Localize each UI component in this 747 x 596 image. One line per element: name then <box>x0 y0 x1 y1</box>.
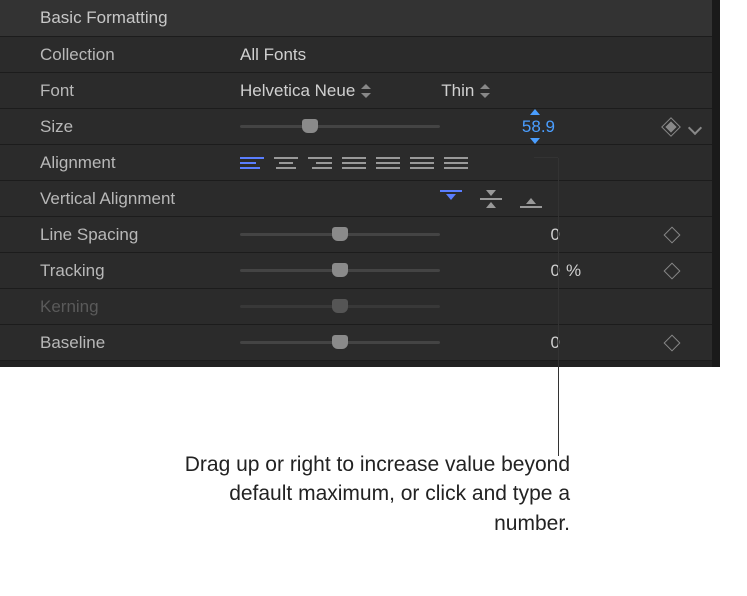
section-header: Basic Formatting <box>0 0 720 37</box>
collection-label: Collection <box>40 45 240 65</box>
font-weight-dropdown[interactable]: Thin <box>441 81 490 101</box>
callout-line <box>558 158 559 456</box>
slider-thumb[interactable] <box>332 263 348 277</box>
chevron-updown-icon <box>361 84 371 98</box>
align-right-button[interactable] <box>308 154 332 172</box>
section-title: Basic Formatting <box>40 8 168 27</box>
size-label: Size <box>40 117 240 137</box>
slider-thumb[interactable] <box>332 335 348 349</box>
size-slider[interactable] <box>240 125 440 128</box>
keyframe-icon[interactable] <box>664 262 681 279</box>
justify-left-button[interactable] <box>342 154 366 172</box>
valign-buttons <box>440 190 542 208</box>
valign-top-button[interactable] <box>440 190 462 208</box>
stepper-down-icon[interactable] <box>520 138 530 145</box>
collection-value: All Fonts <box>240 45 306 65</box>
row-font: Font Helvetica Neue Thin <box>0 73 720 109</box>
row-size: Size 58.9 <box>0 109 720 145</box>
formatting-panel: Basic Formatting Collection All Fonts Fo… <box>0 0 720 367</box>
slider-thumb[interactable] <box>332 227 348 241</box>
row-kerning: Kerning <box>0 289 720 325</box>
kerning-label: Kerning <box>40 297 240 317</box>
row-collection: Collection All Fonts <box>0 37 720 73</box>
row-linespacing: Line Spacing 0 <box>0 217 720 253</box>
size-value-field[interactable]: 58.9 <box>495 117 555 137</box>
font-label: Font <box>40 81 240 101</box>
row-valign: Vertical Alignment <box>0 181 720 217</box>
baseline-value[interactable]: 0 <box>510 333 560 353</box>
tracking-value[interactable]: 0 <box>510 261 560 281</box>
tracking-slider[interactable] <box>240 269 440 272</box>
row-baseline: Baseline 0 <box>0 325 720 361</box>
align-center-button[interactable] <box>274 154 298 172</box>
slider-thumb <box>332 299 348 313</box>
collection-dropdown[interactable]: All Fonts <box>240 45 312 65</box>
alignment-label: Alignment <box>40 153 240 173</box>
tracking-unit: % <box>566 261 581 281</box>
tracking-label: Tracking <box>40 261 240 281</box>
slider-thumb[interactable] <box>302 119 318 133</box>
font-family-dropdown[interactable]: Helvetica Neue <box>240 81 371 101</box>
font-family-value: Helvetica Neue <box>240 81 355 101</box>
align-left-button[interactable] <box>240 154 264 172</box>
baseline-slider[interactable] <box>240 341 440 344</box>
justify-center-button[interactable] <box>376 154 400 172</box>
row-alignment: Alignment <box>0 145 720 181</box>
valign-bottom-button[interactable] <box>520 190 542 208</box>
size-value: 58.9 <box>522 117 555 136</box>
alignment-buttons <box>240 154 468 172</box>
keyframe-icon[interactable] <box>664 334 681 351</box>
valign-middle-button[interactable] <box>480 190 502 208</box>
linespacing-label: Line Spacing <box>40 225 240 245</box>
baseline-label: Baseline <box>40 333 240 353</box>
linespacing-value[interactable]: 0 <box>510 225 560 245</box>
keyframe-add-icon[interactable] <box>664 120 678 134</box>
chevron-down-icon[interactable] <box>688 123 700 131</box>
justify-full-button[interactable] <box>444 154 468 172</box>
callout-caption: Drag up or right to increase value beyon… <box>160 450 570 538</box>
kerning-slider <box>240 305 440 308</box>
font-weight-value: Thin <box>441 81 474 101</box>
chevron-updown-icon <box>480 84 490 98</box>
valign-label: Vertical Alignment <box>40 189 240 209</box>
linespacing-slider[interactable] <box>240 233 440 236</box>
justify-right-button[interactable] <box>410 154 434 172</box>
row-tracking: Tracking 0 % <box>0 253 720 289</box>
stepper-up-icon[interactable] <box>520 109 530 116</box>
keyframe-icon[interactable] <box>664 226 681 243</box>
